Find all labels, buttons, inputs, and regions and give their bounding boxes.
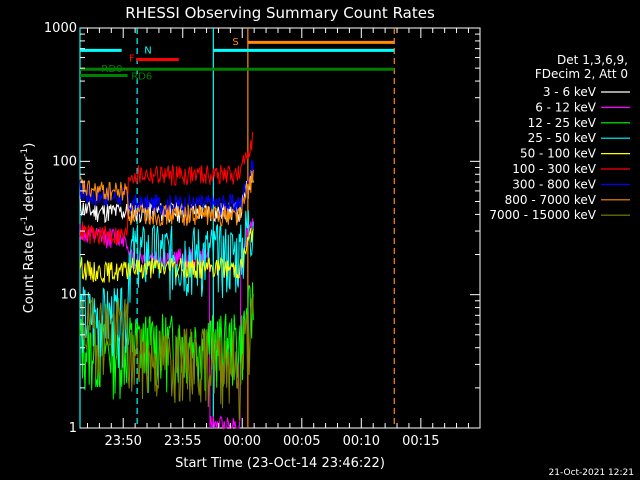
x-tick-label: 00:10: [343, 434, 380, 449]
legend-label: 7000 - 15000 keV: [489, 208, 596, 222]
y-tick-label: 1: [69, 421, 77, 436]
y-axis-label-sup1: -1: [20, 216, 30, 225]
series-line: [79, 227, 254, 283]
legend-label: 300 - 800 keV: [512, 177, 596, 191]
legend-label: 800 - 7000 keV: [505, 193, 597, 207]
legend-header-2: FDecim 2, Att 0: [535, 67, 628, 81]
y-tick-label: 10: [60, 288, 77, 303]
y-axis-label-end: ): [22, 143, 37, 148]
legend-label: 25 - 50 keV: [528, 131, 597, 145]
y-axis-label: Count Rate (s-1 detector-1): [20, 143, 37, 314]
legend-label: 12 - 25 keV: [528, 116, 597, 130]
flag-label: N: [144, 45, 151, 56]
series-line: [79, 282, 254, 400]
y-axis-label-sup2: -1: [20, 148, 30, 157]
x-axis-label: Start Time (23-Oct-14 23:46:22): [175, 456, 385, 471]
chart-title: RHESSI Observing Summary Count Rates: [125, 4, 435, 22]
series-line: [79, 131, 254, 246]
x-tick-label: 00:00: [224, 434, 261, 449]
legend-label: 50 - 100 keV: [520, 147, 597, 161]
x-tick-label: 23:55: [164, 434, 201, 449]
flag-label: RD6: [131, 72, 152, 83]
x-tick-label: 00:05: [283, 434, 320, 449]
x-tick-label: 00:15: [402, 434, 439, 449]
y-axis-label-mid: detector: [22, 156, 37, 216]
flag-bars: NF S RD0 RD6: [80, 37, 395, 83]
series-lines: [79, 131, 254, 430]
legend-label: 6 - 12 keV: [535, 100, 597, 114]
flag-label: F: [129, 54, 135, 65]
x-axis: 23:50 23:55 00:00 00:05 00:10 00:15: [87, 28, 469, 449]
legend-label: 100 - 300 keV: [512, 162, 596, 176]
series-line: [79, 293, 254, 421]
flag-label: RD0: [101, 64, 122, 75]
y-axis: 1 10 100 1000: [44, 21, 480, 436]
flag-label: S: [232, 37, 238, 48]
legend: Det 1,3,6,9, FDecim 2, Att 0 3 - 6 keV6 …: [489, 53, 630, 222]
footer-date: 21-Oct-2021 12:21: [549, 468, 634, 478]
legend-header-1: Det 1,3,6,9,: [557, 53, 628, 67]
y-tick-label: 1000: [44, 21, 77, 36]
legend-label: 3 - 6 keV: [543, 85, 597, 99]
y-tick-label: 100: [52, 154, 77, 169]
series-line: [79, 169, 254, 227]
x-tick-label: 23:50: [104, 434, 141, 449]
